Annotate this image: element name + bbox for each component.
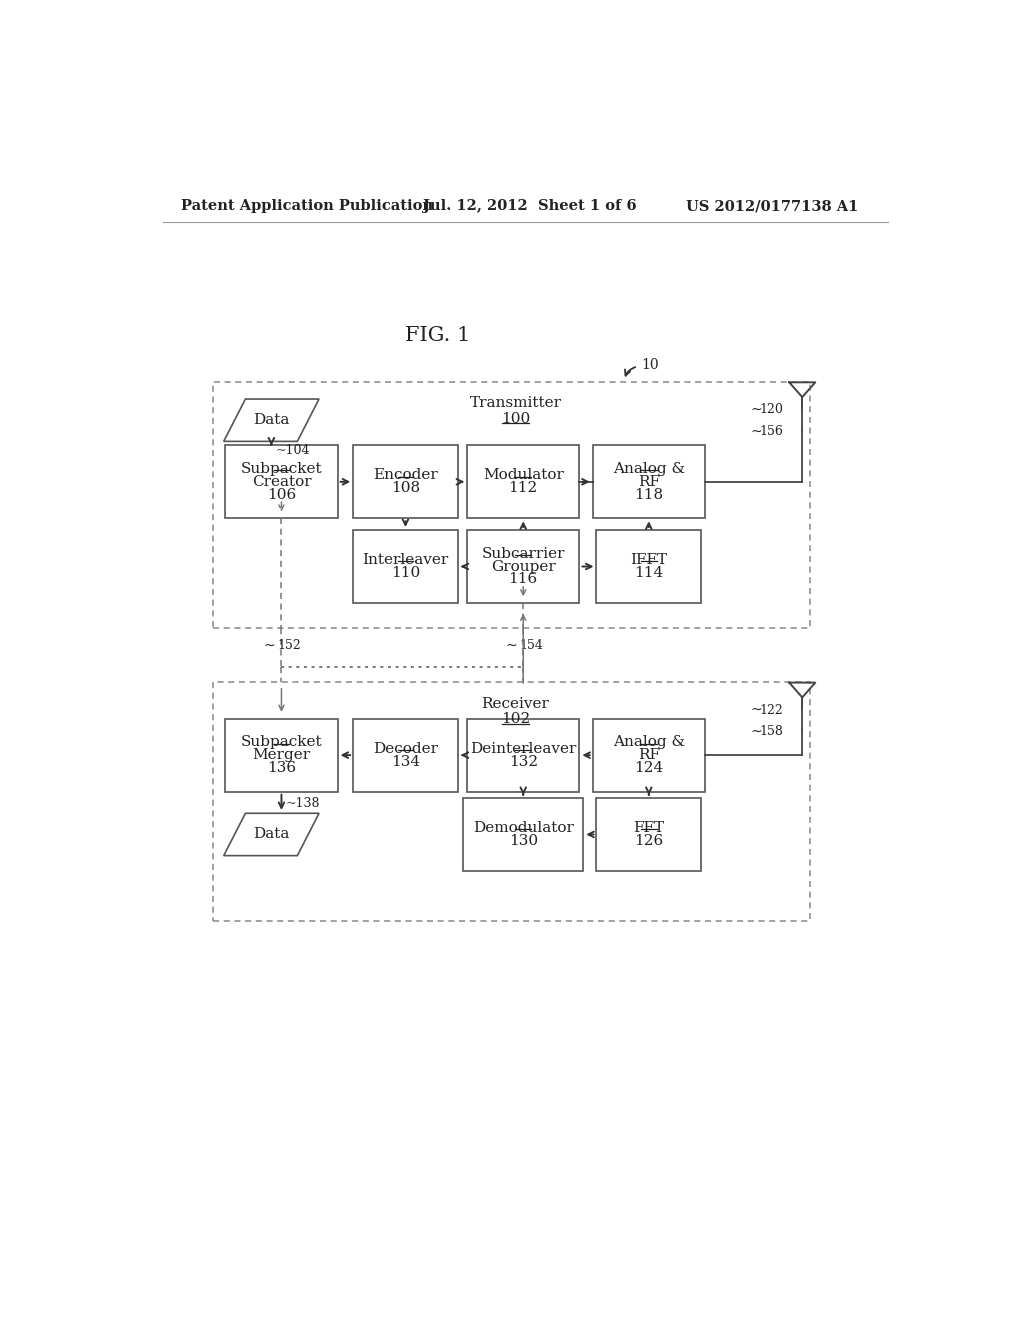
Text: Merger: Merger	[252, 748, 310, 762]
Bar	[467, 529, 580, 603]
Text: Creator: Creator	[252, 475, 311, 488]
Bar	[597, 797, 701, 871]
Bar	[213, 682, 810, 921]
Text: Encoder: Encoder	[373, 469, 438, 482]
Text: 124: 124	[634, 760, 664, 775]
Text: Demodulator: Demodulator	[473, 821, 573, 836]
Text: Modulator: Modulator	[482, 469, 563, 482]
Text: FFT: FFT	[633, 821, 665, 836]
Text: Analog &: Analog &	[612, 735, 685, 750]
Text: 158: 158	[760, 725, 783, 738]
Text: 152: 152	[278, 639, 301, 652]
Text: ~104: ~104	[276, 445, 310, 458]
Bar	[597, 529, 701, 603]
Bar	[225, 445, 338, 519]
Text: Deinterleaver: Deinterleaver	[470, 742, 577, 756]
Text: Interleaver: Interleaver	[362, 553, 449, 568]
Text: 110: 110	[391, 566, 420, 579]
Text: Subcarrier: Subcarrier	[481, 546, 565, 561]
Text: RF: RF	[638, 475, 659, 488]
Text: ~138: ~138	[286, 797, 321, 809]
Text: US 2012/0177138 A1: US 2012/0177138 A1	[686, 199, 858, 213]
Bar	[213, 381, 810, 628]
Text: Decoder: Decoder	[373, 742, 438, 756]
Text: 120: 120	[760, 403, 783, 416]
Text: 102: 102	[501, 711, 530, 726]
Text: ~: ~	[751, 424, 762, 438]
Text: Receiver: Receiver	[481, 697, 550, 710]
Text: ~: ~	[751, 725, 762, 739]
Bar	[463, 797, 584, 871]
Text: ~: ~	[751, 704, 762, 717]
Bar	[467, 718, 580, 792]
Bar	[353, 529, 458, 603]
Bar	[593, 718, 705, 792]
Bar	[593, 445, 705, 519]
Text: 134: 134	[391, 755, 420, 768]
Text: Data: Data	[253, 413, 290, 428]
Text: Analog &: Analog &	[612, 462, 685, 477]
Text: 108: 108	[391, 482, 420, 495]
Text: 136: 136	[267, 760, 296, 775]
Text: IFFT: IFFT	[630, 553, 668, 568]
Text: RF: RF	[638, 748, 659, 762]
Text: Jul. 12, 2012  Sheet 1 of 6: Jul. 12, 2012 Sheet 1 of 6	[423, 199, 636, 213]
Text: 126: 126	[634, 834, 664, 847]
Text: 132: 132	[509, 755, 538, 768]
Text: Patent Application Publication: Patent Application Publication	[180, 199, 433, 213]
Text: FIG. 1: FIG. 1	[406, 326, 471, 345]
Text: 130: 130	[509, 834, 538, 847]
Text: 116: 116	[509, 572, 538, 586]
Bar	[225, 718, 338, 792]
Text: 10: 10	[641, 358, 658, 372]
Text: ~: ~	[506, 639, 517, 653]
Text: ~: ~	[263, 639, 275, 653]
Text: 154: 154	[519, 639, 544, 652]
Bar	[467, 445, 580, 519]
Text: 106: 106	[267, 487, 296, 502]
Text: Grouper: Grouper	[490, 560, 556, 573]
Text: Subpacket: Subpacket	[241, 735, 323, 750]
Text: 112: 112	[509, 482, 538, 495]
Bar	[353, 718, 458, 792]
Bar	[353, 445, 458, 519]
Text: 114: 114	[634, 566, 664, 579]
Text: 100: 100	[501, 412, 530, 425]
Text: Transmitter: Transmitter	[469, 396, 561, 411]
Text: 156: 156	[760, 425, 783, 438]
Text: 118: 118	[634, 487, 664, 502]
Text: 122: 122	[760, 704, 783, 717]
Text: ~: ~	[751, 403, 762, 417]
Text: Data: Data	[253, 828, 290, 841]
Text: Subpacket: Subpacket	[241, 462, 323, 477]
